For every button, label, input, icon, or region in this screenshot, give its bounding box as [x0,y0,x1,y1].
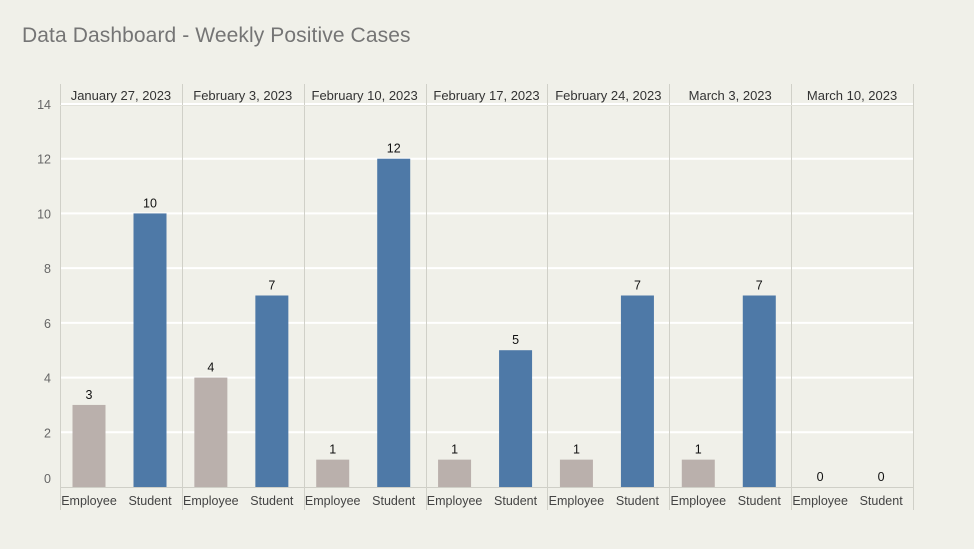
bar-student [742,295,776,487]
bar-value-label: 10 [143,196,157,210]
bar-student [133,213,167,487]
bar-employee [316,459,350,487]
y-tick-label: 6 [44,317,51,331]
bar-student [255,295,289,487]
x-sub-label: Employee [61,494,117,508]
week-header: February 10, 2023 [312,88,418,103]
y-tick-label: 8 [44,262,51,276]
bar-value-label: 1 [451,443,458,457]
x-sub-label: Student [616,494,660,508]
page-title: Data Dashboard - Weekly Positive Cases [22,24,411,47]
y-tick-label: 4 [44,372,51,386]
bar-value-label: 7 [634,279,641,293]
bar-value-label: 0 [878,470,885,484]
week-header: January 27, 2023 [71,88,171,103]
bar-value-label: 5 [512,333,519,347]
week-header: March 3, 2023 [689,88,772,103]
bar-value-label: 7 [756,279,763,293]
x-sub-label: Employee [792,494,848,508]
x-sub-label: Employee [427,494,483,508]
week-header: February 24, 2023 [555,88,661,103]
bar-value-label: 4 [207,361,214,375]
bar-employee [681,459,715,487]
x-sub-label: Employee [549,494,605,508]
x-sub-label: Student [372,494,416,508]
x-sub-label: Student [128,494,172,508]
week-header: March 10, 2023 [807,88,897,103]
x-sub-label: Student [250,494,294,508]
week-header: February 3, 2023 [193,88,292,103]
bar-employee [194,377,228,487]
x-sub-label: Employee [183,494,239,508]
bar-student [377,158,411,487]
y-tick-label: 0 [44,472,51,486]
bar-value-label: 1 [329,443,336,457]
y-tick-label: 10 [37,207,51,221]
bar-employee [72,404,106,487]
bar-employee [559,459,593,487]
bar-student [499,350,533,487]
x-sub-label: Student [860,494,904,508]
bar-value-label: 0 [817,470,824,484]
bar-value-label: 7 [268,279,275,293]
bar-value-label: 1 [573,443,580,457]
y-tick-label: 2 [44,426,51,440]
week-header: February 17, 2023 [433,88,539,103]
x-sub-label: Employee [305,494,361,508]
x-sub-label: Student [738,494,782,508]
x-sub-label: Student [494,494,538,508]
x-sub-label: Employee [670,494,726,508]
y-tick-label: 12 [37,153,51,167]
bar-value-label: 12 [387,142,401,156]
bar-student [620,295,654,487]
bar-employee [438,459,472,487]
y-tick-label: 14 [37,98,51,112]
bar-value-label: 1 [695,443,702,457]
bar-value-label: 3 [86,388,93,402]
